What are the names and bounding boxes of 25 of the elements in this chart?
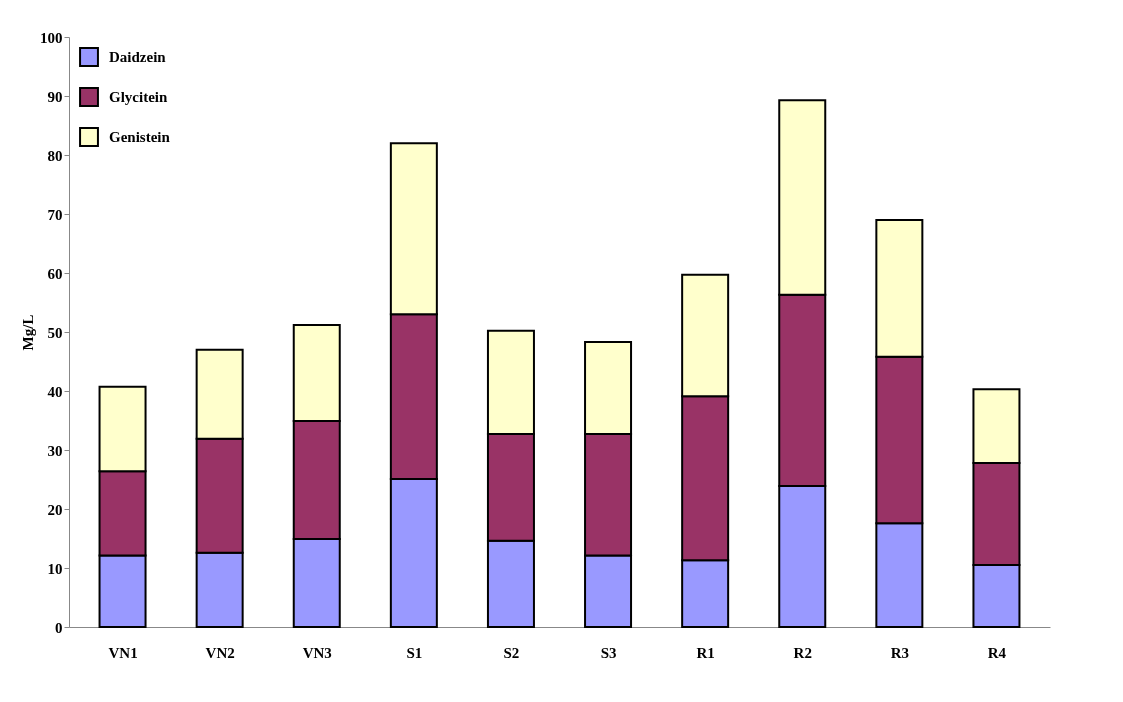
x-tick-label: S2 [503, 644, 520, 661]
legend-label: Genistein [109, 129, 171, 145]
y-tick-label: 60 [47, 265, 63, 282]
y-tick-label: 20 [47, 501, 63, 518]
y-tick-label: 80 [47, 147, 63, 164]
x-tick-label: R2 [793, 644, 812, 661]
y-tick-label: 40 [47, 383, 63, 400]
y-tick-label: 50 [47, 324, 63, 341]
x-tick-label: S3 [600, 644, 617, 661]
legend-label: Daidzein [109, 49, 167, 65]
x-tick-label: VN2 [205, 644, 235, 661]
x-tick-label: R3 [890, 644, 910, 661]
legend-label: Glycitein [109, 89, 168, 105]
x-tick-label: S1 [406, 644, 423, 661]
y-tick-label: 70 [47, 206, 63, 223]
y-tick-label: 30 [47, 442, 63, 459]
x-tick-label: VN1 [108, 644, 138, 661]
x-tick-label: R1 [696, 644, 715, 661]
y-tick-label: 0 [55, 619, 63, 636]
y-tick-label: 10 [47, 560, 63, 577]
x-tick-label: R4 [987, 644, 1007, 661]
y-tick-label: 100 [40, 29, 63, 46]
y-axis-title: Mg/L [20, 314, 36, 351]
y-tick-label: 90 [47, 88, 63, 105]
x-tick-label: VN3 [302, 644, 332, 661]
